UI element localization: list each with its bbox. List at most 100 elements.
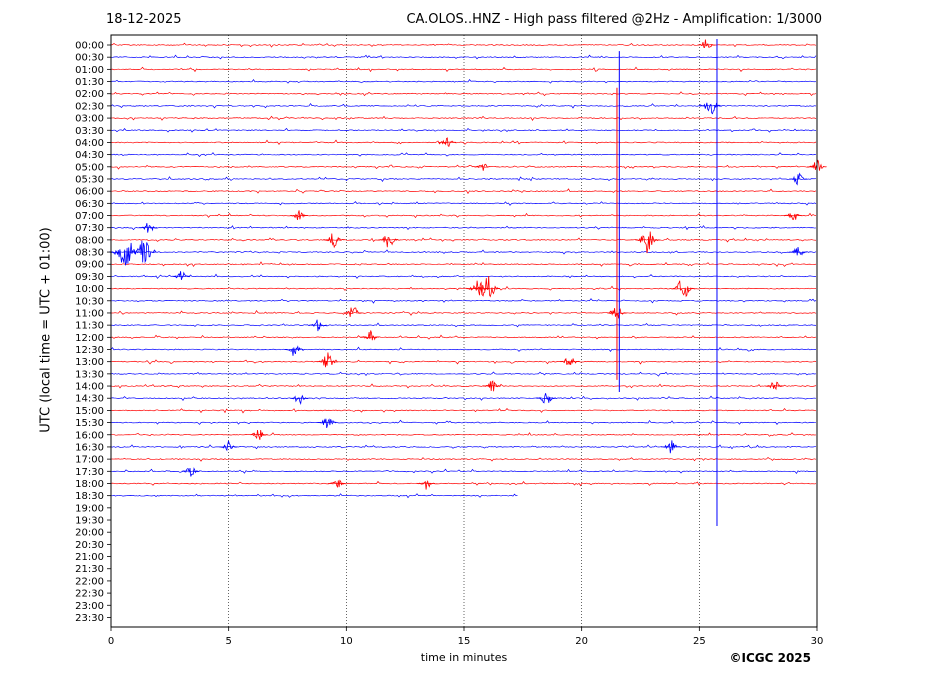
- event-burst: [765, 381, 784, 391]
- y-tick-label: 10:30: [75, 296, 104, 307]
- trace-0530: [110, 176, 817, 182]
- trace-0400: [110, 139, 817, 146]
- y-tick-label: 02:00: [75, 89, 104, 100]
- event-burst: [784, 213, 803, 221]
- chart-title: CA.OLOS..HNZ - High pass filtered @2Hz -…: [406, 12, 822, 27]
- event-burst: [343, 307, 363, 317]
- y-tick-label: 04:00: [75, 138, 104, 149]
- event-burst: [289, 210, 308, 221]
- trace-0800: [110, 237, 817, 243]
- event-burst: [359, 330, 379, 341]
- event-burst: [308, 319, 327, 332]
- event-burst: [130, 240, 157, 264]
- copyright-notice: ©ICGC 2025: [729, 651, 811, 665]
- trace-0700: [110, 212, 817, 219]
- trace-0930: [110, 273, 817, 279]
- y-tick-label: 01:30: [75, 77, 104, 88]
- event-burst: [438, 137, 457, 147]
- x-tick-label: 15: [458, 636, 471, 647]
- y-tick-label: 13:30: [75, 369, 104, 380]
- trace-0830: [110, 249, 817, 255]
- y-tick-label: 11:00: [75, 308, 104, 319]
- y-tick-label: 10:00: [75, 284, 104, 295]
- y-tick-label: 12:00: [75, 333, 104, 344]
- trace-1400: [110, 383, 817, 389]
- y-tick-label: 17:00: [75, 455, 104, 466]
- x-tick-label: 25: [693, 636, 706, 647]
- trace-0200: [110, 91, 817, 97]
- event-burst: [327, 479, 346, 488]
- x-tick-label: 0: [108, 636, 114, 647]
- y-tick-label: 14:30: [75, 394, 104, 405]
- y-tick-label: 06:00: [75, 187, 104, 198]
- y-tick-label: 21:00: [75, 552, 104, 563]
- event-burst: [416, 480, 435, 490]
- x-tick-label: 10: [340, 636, 353, 647]
- event-burst: [697, 39, 716, 49]
- trace-1200: [110, 334, 817, 340]
- x-axis-label: time in minutes: [420, 651, 508, 664]
- y-tick-label: 19:30: [75, 516, 104, 527]
- trace-1530: [110, 419, 817, 425]
- y-tick-label: 02:30: [75, 101, 104, 112]
- event-burst: [788, 246, 807, 256]
- y-tick-label: 05:30: [75, 174, 104, 185]
- event-burst: [249, 429, 268, 440]
- event-burst: [317, 418, 337, 429]
- trace-0130: [110, 78, 817, 84]
- trace-1600: [110, 432, 817, 437]
- trace-0330: [110, 127, 817, 133]
- trace-1700: [110, 457, 817, 462]
- event-burst: [172, 271, 191, 281]
- event-burst: [634, 231, 660, 254]
- trace-1300: [110, 359, 817, 365]
- event-burst: [181, 467, 200, 477]
- x-tick-label: 20: [575, 636, 588, 647]
- y-tick-label: 23:30: [75, 613, 104, 624]
- trace-0300: [110, 115, 817, 121]
- y-tick-label: 20:30: [75, 540, 104, 551]
- event-burst: [284, 345, 304, 356]
- y-tick-label: 17:30: [75, 467, 104, 478]
- y-tick-label: 15:00: [75, 406, 104, 417]
- y-tick-label: 07:00: [75, 211, 104, 222]
- y-tick-label: 22:00: [75, 576, 104, 587]
- y-tick-label: 07:30: [75, 223, 104, 234]
- y-tick-label: 06:30: [75, 199, 104, 210]
- y-tick-label: 09:30: [75, 272, 104, 283]
- y-tick-label: 03:30: [75, 126, 104, 137]
- event-burst: [378, 236, 399, 248]
- trace-0500: [110, 164, 817, 170]
- event-burst: [789, 172, 807, 186]
- event-burst: [219, 440, 238, 452]
- trace-1100: [110, 310, 817, 316]
- trace-0230: [110, 103, 817, 109]
- y-tick-label: 08:30: [75, 248, 104, 259]
- event-burst: [699, 102, 723, 115]
- event-burst: [670, 280, 695, 298]
- y-tick-label: 16:30: [75, 442, 104, 453]
- event-burst: [473, 276, 501, 298]
- plot-grid: [228, 35, 700, 627]
- plot-frame: [110, 34, 818, 628]
- trace-1230: [110, 346, 817, 352]
- y-tick-label: 23:00: [75, 601, 104, 612]
- y-tick-label: 16:00: [75, 430, 104, 441]
- trace-0030: [110, 54, 817, 60]
- trace-1000: [110, 285, 817, 291]
- trace-1630: [110, 444, 817, 450]
- trace-0100: [110, 66, 817, 73]
- trace-0630: [110, 201, 817, 206]
- trace-1030: [110, 298, 817, 304]
- y-tick-label: 18:30: [75, 491, 104, 502]
- trace-1330: [110, 371, 817, 377]
- event-burst: [559, 357, 580, 365]
- y-tick-label: 00:00: [75, 41, 104, 52]
- y-tick-label: 09:00: [75, 260, 104, 271]
- event-burst: [289, 394, 308, 405]
- y-tick-label: 03:00: [75, 114, 104, 125]
- y-tick-label: 01:00: [75, 65, 104, 76]
- y-tick-label: 21:30: [75, 564, 104, 575]
